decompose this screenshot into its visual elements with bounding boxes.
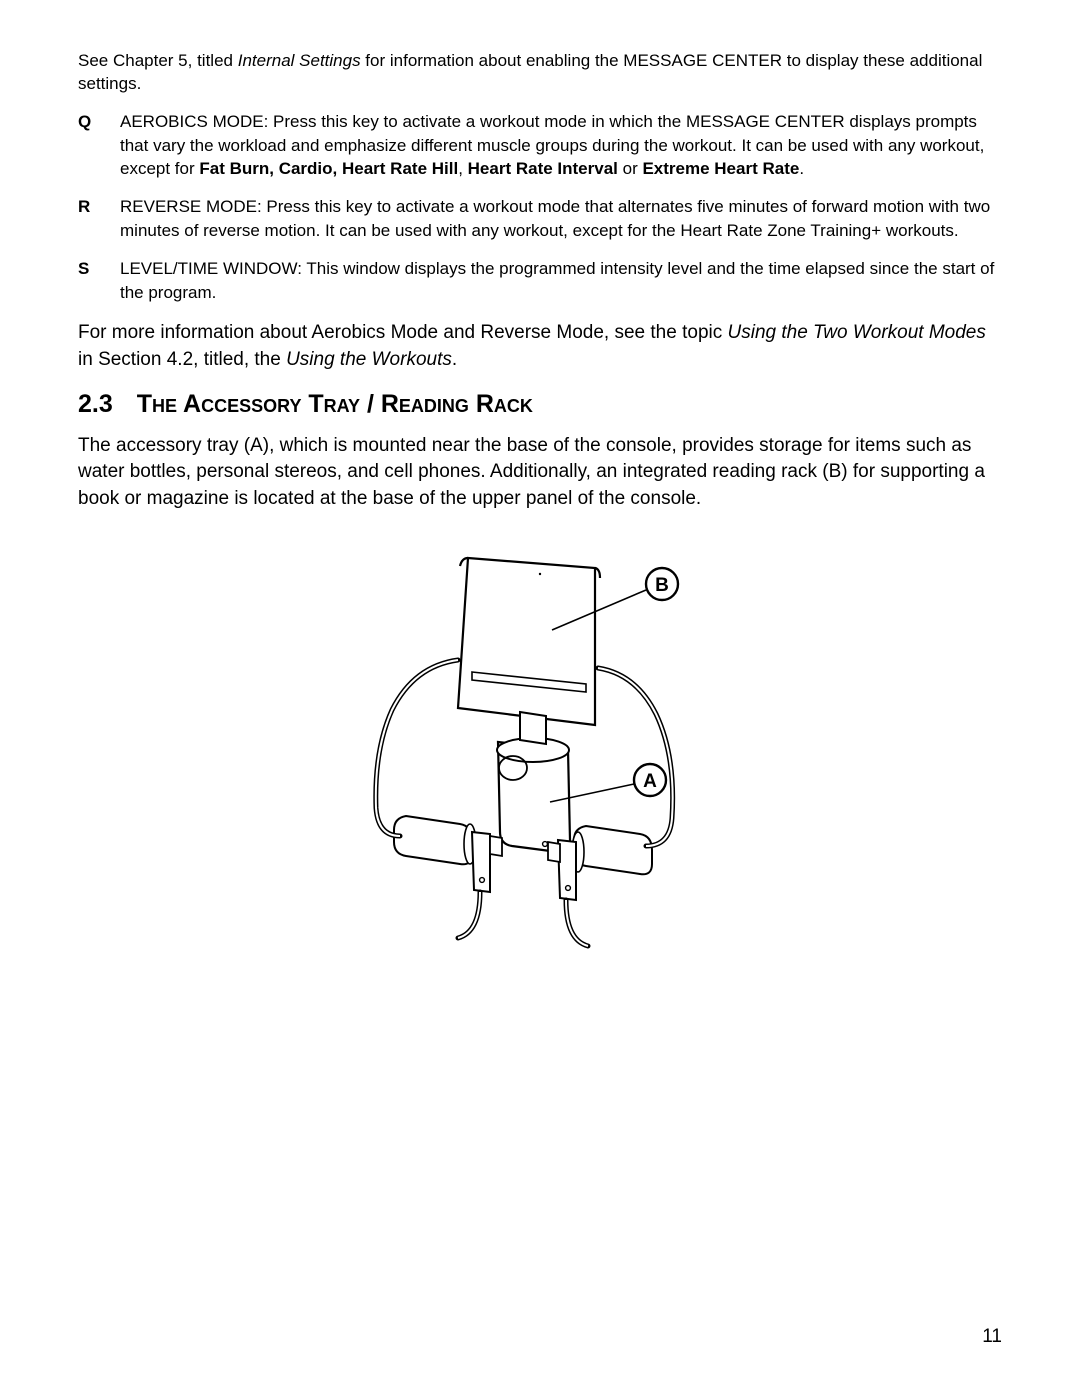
intro-italic: Internal Settings — [238, 51, 361, 70]
q-b1: Fat Burn, Cardio, Heart Rate Hill — [199, 159, 458, 178]
body-paragraph: The accessory tray (A), which is mounted… — [78, 433, 1002, 513]
list-body-r: REVERSE MODE: Press this key to activate… — [120, 195, 1002, 243]
q-post: . — [799, 159, 804, 178]
figure-wrap: B A — [78, 540, 1002, 960]
follow-post: . — [452, 349, 457, 370]
list-item-s: S LEVEL/TIME WINDOW: This window display… — [78, 257, 1002, 305]
list-body-q: AEROBICS MODE: Press this key to activat… — [120, 110, 1002, 181]
definition-list: Q AEROBICS MODE: Press this key to activ… — [78, 110, 1002, 305]
marker-r: R — [78, 195, 120, 243]
follow-mid: in Section 4.2, titled, the — [78, 349, 286, 370]
q-b3: Extreme Heart Rate — [642, 159, 799, 178]
marker-q: Q — [78, 110, 120, 181]
follow-pre: For more information about Aerobics Mode… — [78, 322, 728, 343]
list-body-s: LEVEL/TIME WINDOW: This window displays … — [120, 257, 1002, 305]
callout-b-label: B — [655, 575, 669, 596]
list-item-r: R REVERSE MODE: Press this key to activa… — [78, 195, 1002, 243]
callout-a-label: A — [643, 771, 657, 792]
list-item-q: Q AEROBICS MODE: Press this key to activ… — [78, 110, 1002, 181]
marker-s: S — [78, 257, 120, 305]
follow-i1: Using the Two Workout Modes — [728, 322, 986, 343]
q-mid1: , — [458, 159, 467, 178]
console-diagram: B A — [340, 540, 740, 960]
intro-pre: See Chapter 5, titled — [78, 51, 238, 70]
q-b2: Heart Rate Interval — [468, 159, 618, 178]
section-number: 2.3 — [78, 390, 113, 418]
follow-paragraph: For more information about Aerobics Mode… — [78, 320, 1002, 373]
q-mid2: or — [618, 159, 643, 178]
follow-i2: Using the Workouts — [286, 349, 452, 370]
page-number: 11 — [982, 1326, 1002, 1348]
intro-paragraph: See Chapter 5, titled Internal Settings … — [78, 50, 1002, 96]
section-heading: 2.3 The Accessory Tray / Reading Rack — [78, 390, 1002, 419]
section-title: The Accessory Tray / Reading Rack — [137, 390, 533, 418]
